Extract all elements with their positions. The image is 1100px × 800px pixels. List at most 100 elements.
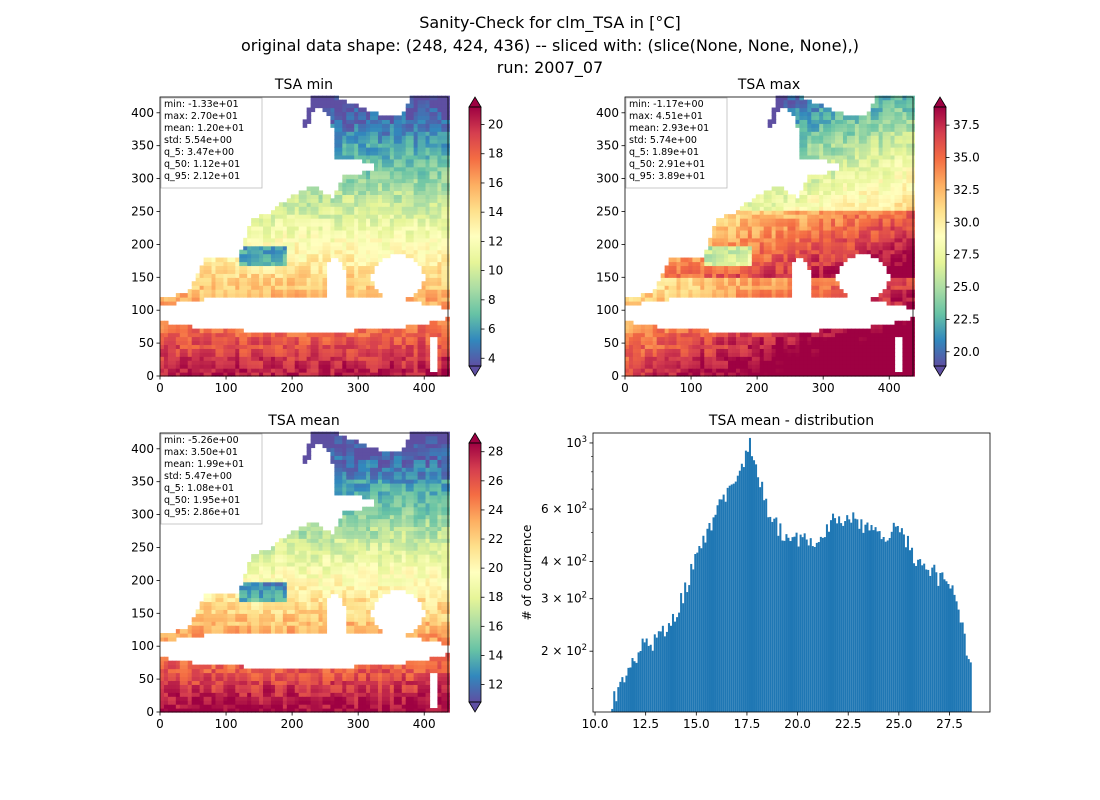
heatmap-cell <box>302 356 308 361</box>
heatmap-cell <box>735 289 741 294</box>
heatmap-cell <box>704 332 709 338</box>
heatmap-cell <box>724 245 729 251</box>
heatmap-cell <box>807 253 812 259</box>
heatmap-cell <box>775 198 781 203</box>
heatmap-cell <box>712 289 717 294</box>
heatmap-cell <box>803 206 808 211</box>
heatmap-cell <box>819 147 824 152</box>
heatmap-cell <box>405 352 411 357</box>
heatmap-cell <box>342 182 347 188</box>
heatmap-cell <box>799 225 804 231</box>
heatmap-cell <box>771 368 777 373</box>
heatmap-cell <box>811 198 816 203</box>
heatmap-cell <box>827 360 832 365</box>
heatmap-cell <box>712 249 717 255</box>
heatmap-cell <box>660 368 666 373</box>
heatmap-cell <box>811 202 816 207</box>
heatmap-cell <box>195 281 201 286</box>
heatmap-cell <box>712 241 717 247</box>
heatmap-cell <box>779 257 785 263</box>
heatmap-cell <box>259 237 264 243</box>
heatmap-cell <box>310 253 316 259</box>
heatmap-cell <box>831 147 836 152</box>
heatmap-cell <box>842 222 848 227</box>
heatmap-cell <box>831 119 836 124</box>
heatmap-cell <box>775 214 781 219</box>
heatmap-cell <box>779 281 785 286</box>
heatmap-cell <box>656 285 662 290</box>
heatmap-cell <box>251 269 256 274</box>
heatmap-cell <box>243 273 248 278</box>
heatmap-cell <box>779 348 785 353</box>
heatmap-cell <box>819 332 824 338</box>
heatmap-cell <box>751 285 757 290</box>
heatmap-cell <box>274 336 280 342</box>
heatmap-cell <box>374 178 379 184</box>
heatmap-cell <box>862 182 868 188</box>
heatmap-cell <box>747 372 753 377</box>
heatmap-cell <box>858 229 864 235</box>
heatmap-cell <box>298 332 304 338</box>
heatmap-cell <box>823 190 828 195</box>
heatmap-cell <box>628 372 634 377</box>
heatmap-cell <box>370 257 375 263</box>
heatmap-cell <box>771 245 777 251</box>
heatmap-cell <box>318 368 324 373</box>
heatmap-cell <box>751 340 757 346</box>
heatmap-cell <box>433 214 439 219</box>
heatmap-cell <box>791 241 797 247</box>
heatmap-cell <box>712 257 717 263</box>
heatmap-cell <box>815 360 820 365</box>
heatmap-cell <box>433 115 439 120</box>
heatmap-cell <box>314 352 320 357</box>
heatmap-cell <box>807 198 812 203</box>
heatmap-cell <box>310 285 316 290</box>
heatmap-cell <box>322 348 328 353</box>
heatmap-cell <box>735 368 741 373</box>
heatmap-cell <box>696 344 701 349</box>
heatmap-cell <box>397 182 403 188</box>
heatmap-cell <box>163 332 169 338</box>
heatmap-cell <box>819 277 824 282</box>
heatmap-cell <box>747 293 753 298</box>
heatmap-cell <box>251 352 256 357</box>
heatmap-cell <box>354 190 359 195</box>
heatmap-cell <box>692 293 697 298</box>
heatmap-cell <box>366 249 371 255</box>
heatmap-cell <box>827 194 832 199</box>
heatmap-cell <box>306 111 312 117</box>
heatmap-cell <box>839 253 844 259</box>
heatmap-cell <box>846 166 852 172</box>
heatmap-cell <box>306 210 312 215</box>
heatmap-cell <box>759 233 765 239</box>
heatmap-cell <box>676 293 682 298</box>
heatmap-cell <box>306 249 312 255</box>
heatmap-cell <box>183 372 189 377</box>
heatmap-cell <box>207 285 213 290</box>
heatmap-cell <box>239 348 244 353</box>
heatmap-cell <box>625 320 630 326</box>
heatmap-cell <box>354 241 359 247</box>
heatmap-cell <box>688 332 693 338</box>
heatmap-cell <box>799 154 804 160</box>
heatmap-cell <box>413 135 419 140</box>
heatmap-cell <box>195 372 201 377</box>
heatmap-cell <box>823 293 828 298</box>
heatmap-cell <box>795 123 800 128</box>
heatmap-cell <box>381 364 387 369</box>
heatmap-cell <box>767 190 773 195</box>
heatmap-cell <box>700 332 705 338</box>
heatmap-cell <box>815 225 820 231</box>
heatmap-cell <box>362 119 367 124</box>
heatmap-cell <box>823 229 828 235</box>
heatmap-cell <box>759 348 765 353</box>
heatmap-cell <box>413 249 419 255</box>
heatmap-cell <box>437 190 442 195</box>
heatmap-cell <box>274 257 280 263</box>
heatmap-cell <box>433 245 439 251</box>
heatmap-cell <box>779 233 785 239</box>
heatmap-cell <box>294 340 300 346</box>
heatmap-cell <box>393 214 399 219</box>
heatmap-cell <box>322 277 328 282</box>
heatmap-cell <box>803 99 808 105</box>
